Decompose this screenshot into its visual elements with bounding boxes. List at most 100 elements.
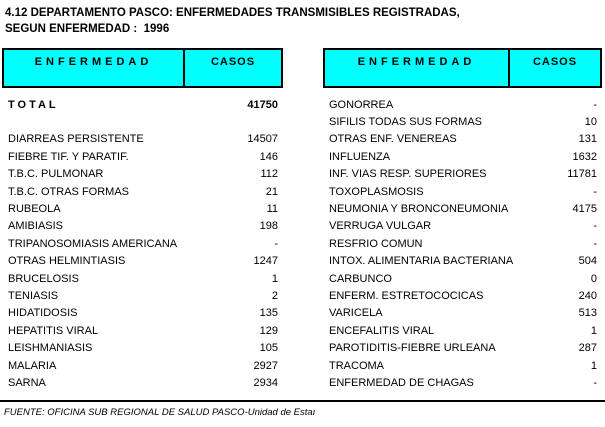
source-note: FUENTE: OFICINA SUB REGIONAL DE SALUD PA… xyxy=(4,407,316,418)
table-row: ENCEFALITIS VIRAL 1 xyxy=(323,322,602,339)
disease-name: MALARIA xyxy=(8,359,57,372)
disease-name: AMIBIASIS xyxy=(8,220,64,233)
cases-value: 4175 xyxy=(572,203,597,216)
table-row: RUBEOLA 11 xyxy=(2,200,283,217)
cases-value: 135 xyxy=(259,307,278,320)
disease-name: ENCEFALITIS VIRAL xyxy=(329,324,435,337)
disease-name: LEISHMANIASIS xyxy=(8,342,93,355)
table-row: SARNA 2934 xyxy=(2,374,283,391)
disease-name: RUBEOLA xyxy=(8,203,61,216)
disease-name: BRUCELOSIS xyxy=(8,272,79,285)
table-row: LEISHMANIASIS 105 xyxy=(2,339,283,356)
disease-name: PAROTIDITIS-FIEBRE URLEANA xyxy=(329,342,496,355)
cases-value: 287 xyxy=(578,342,597,355)
table-row: T.B.C. PULMONAR 112 xyxy=(2,166,283,183)
table-row: SIFILIS TODAS SUS FORMAS 10 xyxy=(323,113,602,130)
cases-value: 112 xyxy=(260,168,278,181)
cases-value: - xyxy=(593,98,597,111)
disease-name: VERRUGA VULGAR xyxy=(329,220,432,233)
left-header-casos: CASOS xyxy=(210,56,256,68)
table-row: INF. VIAS RESP. SUPERIORES 11781 xyxy=(323,166,602,183)
table-row: VERRUGA VULGAR - xyxy=(323,218,602,235)
page-title-line1: 4.12 DEPARTAMENTO PASCO: ENFERMEDADES TR… xyxy=(5,7,460,19)
cases-value: - xyxy=(593,185,597,198)
cases-value: 129 xyxy=(259,324,278,337)
table-row: RESFRIO COMUN - xyxy=(323,235,602,252)
left-table-body: TOTAL 41750 DIARREAS PERSISTENTE 14507 FIE… xyxy=(2,88,283,392)
disease-name: VARICELA xyxy=(329,307,383,320)
table-row: INFLUENZA 1632 xyxy=(323,148,602,165)
cases-value: 240 xyxy=(578,289,597,302)
cases-value: 1 xyxy=(590,324,597,337)
table-row: TOXOPLASMOSIS - xyxy=(323,183,602,200)
page-title: 4.12 DEPARTAMENTO PASCO: ENFERMEDADES TR… xyxy=(5,5,460,37)
table-row: AMIBIASIS 198 xyxy=(2,218,283,235)
cases-value: 146 xyxy=(259,150,278,163)
table-row: ENFERMEDAD DE CHAGAS - xyxy=(323,374,602,391)
cases-value: 1247 xyxy=(253,255,278,268)
disease-name: OTRAS HELMINTIASIS xyxy=(8,255,126,268)
total-value: 41750 xyxy=(247,98,278,111)
cases-value: 0 xyxy=(590,272,597,285)
right-table-header: ENFERMEDAD CASOS xyxy=(323,48,602,88)
table-row: OTRAS ENF. VENEREAS 131 xyxy=(323,131,602,148)
left-header-enfermedad: ENFERMEDAD xyxy=(4,50,185,86)
disease-name: ENFERMEDAD DE CHAGAS xyxy=(329,376,474,389)
cases-value: 131 xyxy=(578,133,597,146)
table-row: TRACOMA 1 xyxy=(323,357,602,374)
disease-name: ENFERM. ESTRETOCOCICAS xyxy=(329,289,484,302)
table-row: TENIASIS 2 xyxy=(2,287,283,304)
table-row: PAROTIDITIS-FIEBRE URLEANA 287 xyxy=(323,339,602,356)
cases-value: 1 xyxy=(271,272,278,285)
table-row: VARICELA 513 xyxy=(323,305,602,322)
disease-name: OTRAS ENF. VENEREAS xyxy=(329,133,457,146)
cases-value: - xyxy=(593,220,597,233)
cases-value: 11 xyxy=(266,203,278,216)
disease-name: HEPATITIS VIRAL xyxy=(8,324,99,337)
table-row: FIEBRE TIF. Y PARATIF. 146 xyxy=(2,148,283,165)
disease-name: NEUMONIA Y BRONCONEUMONIA xyxy=(329,203,509,216)
disease-name: HIDATIDOSIS xyxy=(8,307,78,320)
table-row: CARBUNCO 0 xyxy=(323,270,602,287)
left-table-header: ENFERMEDAD CASOS xyxy=(2,48,283,88)
disease-name: INF. VIAS RESP. SUPERIORES xyxy=(329,168,487,181)
disease-name: TENIASIS xyxy=(8,289,59,302)
cases-value: - xyxy=(593,376,597,389)
right-table-rows: GONORREA - SIFILIS TODAS SUS FORMAS 10 OTRAS… xyxy=(323,96,602,392)
right-table-body: GONORREA - SIFILIS TODAS SUS FORMAS 10 OTRAS… xyxy=(323,88,602,392)
table-row: ENFERM. ESTRETOCOCICAS 240 xyxy=(323,287,602,304)
disease-name: RESFRIO COMUN xyxy=(329,237,423,250)
disease-name: INFLUENZA xyxy=(329,150,391,163)
disease-name: TRIPANOSOMIASIS AMERICANA xyxy=(8,237,178,250)
bottom-divider xyxy=(0,400,605,402)
disease-name: T.B.C. OTRAS FORMAS xyxy=(8,185,130,198)
cases-value: 2 xyxy=(271,289,278,302)
disease-name: T.B.C. PULMONAR xyxy=(8,168,104,181)
table-row: HEPATITIS VIRAL 129 xyxy=(2,322,283,339)
disease-name: CARBUNCO xyxy=(329,272,392,285)
table-row: HIDATIDOSIS 135 xyxy=(2,305,283,322)
disease-name: TOXOPLASMOSIS xyxy=(329,185,424,198)
right-header-casos: CASOS xyxy=(532,56,578,68)
cases-value: 504 xyxy=(578,255,597,268)
left-table-rows: DIARREAS PERSISTENTE 14507 FIEBRE TIF. Y P… xyxy=(2,131,283,392)
disease-name: INTOX. ALIMENTARIA BACTERIANA xyxy=(329,255,514,268)
right-header-enfermedad: ENFERMEDAD xyxy=(325,50,510,86)
table-row: OTRAS HELMINTIASIS 1247 xyxy=(2,253,283,270)
table-row: INTOX. ALIMENTARIA BACTERIANA 504 xyxy=(323,253,602,270)
disease-name: SIFILIS TODAS SUS FORMAS xyxy=(329,116,483,129)
disease-name: GONORREA xyxy=(329,98,394,111)
right-disease-table: ENFERMEDAD CASOS GONORREA - SIFILIS TODAS … xyxy=(323,48,602,392)
table-row: T.B.C. OTRAS FORMAS 21 xyxy=(2,183,283,200)
table-row: TRIPANOSOMIASIS AMERICANA - xyxy=(2,235,283,252)
left-disease-table: ENFERMEDAD CASOS TOTAL 41750 DIARREAS PE… xyxy=(2,48,283,392)
disease-name: SARNA xyxy=(8,376,46,389)
cases-value: 105 xyxy=(259,342,278,355)
cases-value: 1 xyxy=(590,359,597,372)
disease-name: DIARREAS PERSISTENTE xyxy=(8,133,144,146)
disease-name: TRACOMA xyxy=(329,359,384,372)
table-row: BRUCELOSIS 1 xyxy=(2,270,283,287)
disease-name: FIEBRE TIF. Y PARATIF. xyxy=(8,150,129,163)
cases-value: 198 xyxy=(259,220,278,233)
